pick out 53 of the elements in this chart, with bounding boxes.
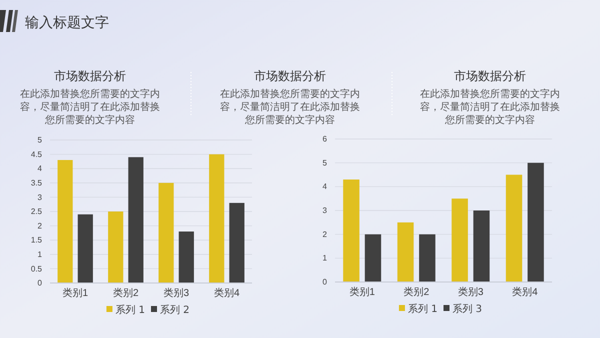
y-tick-label: 6: [322, 134, 328, 144]
bar: [128, 157, 144, 283]
bar: [108, 212, 124, 283]
chart-title: 市场数据分析: [54, 69, 126, 83]
bar: [178, 232, 194, 283]
legend-label: 系列 2: [160, 304, 190, 316]
x-tick-label: 类别1: [349, 286, 376, 298]
bar: [506, 174, 522, 282]
y-tick-label: 4: [322, 182, 328, 192]
text: 输入标题文字: [25, 15, 109, 31]
y-tick-label: 0: [322, 278, 328, 287]
y-tick-label: 2: [322, 230, 328, 239]
bar: [78, 214, 93, 283]
chart-subtitle: 在此添加替换您所需要的文字内容，尽量简洁明了在此添加替换您所需要的文字内容: [420, 88, 560, 126]
bar: [229, 202, 244, 283]
bar: [528, 162, 544, 282]
bar: [158, 182, 174, 283]
y-tick-label: 3: [322, 206, 328, 216]
x-tick-label: 类别2: [404, 286, 430, 298]
bar: [397, 222, 414, 282]
x-tick-label: 类别3: [458, 286, 484, 298]
y-tick-label: 1: [322, 254, 328, 263]
y-tick-label: 3.5: [30, 178, 43, 188]
y-tick-label: 4: [38, 164, 43, 174]
chart-title: 市场数据分析: [454, 69, 526, 83]
bar: [419, 234, 436, 282]
x-tick-label: 类别2: [112, 287, 139, 300]
text: 在此添加替换您所需要的文字内容，尽量简洁明了在此添加替换您所需要的文字内容: [220, 88, 360, 126]
x-tick-label: 类别1: [62, 287, 88, 300]
bar: [452, 198, 468, 282]
legend-label: 系列 1: [408, 303, 438, 315]
x-tick-label: 类别3: [163, 287, 190, 300]
y-tick-label: 5: [38, 136, 43, 145]
chart-subtitle: 在此添加替换您所需要的文字内容，尽量简洁明了在此添加替换您所需要的文字内容: [20, 88, 160, 126]
bar: [364, 234, 382, 282]
bar: [58, 160, 73, 283]
y-tick-label: 4.5: [30, 150, 43, 159]
bar: [209, 154, 224, 283]
legend-label: 系列 1: [115, 304, 145, 316]
y-tick-label: 0: [38, 278, 43, 288]
x-tick-label: 类别4: [512, 286, 538, 298]
y-tick-label: 1.5: [30, 236, 43, 245]
y-tick-label: 5: [322, 158, 328, 168]
y-tick-label: 0.5: [30, 264, 43, 274]
y-tick-label: 2.5: [30, 207, 43, 216]
y-tick-label: 3: [38, 192, 43, 202]
bar: [473, 210, 490, 282]
bar: [343, 180, 360, 282]
text: 市场数据分析: [254, 69, 326, 83]
y-tick-label: 1: [38, 250, 43, 259]
y-tick-label: 2: [38, 221, 43, 230]
legend-label: 系列 3: [452, 303, 482, 315]
x-tick-label: 类别4: [214, 287, 240, 300]
